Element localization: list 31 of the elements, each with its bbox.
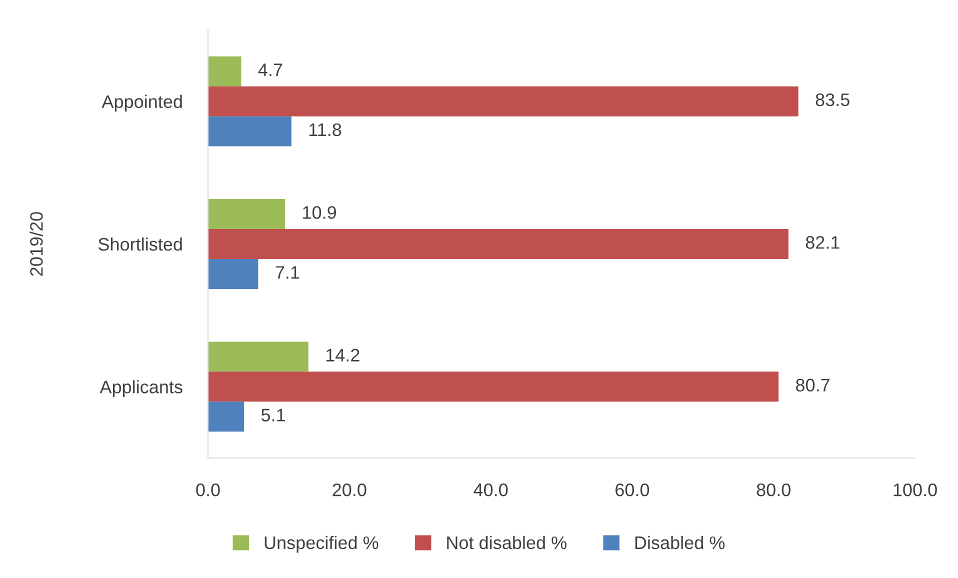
- bar: [208, 116, 292, 146]
- data-label: 5.1: [261, 408, 285, 422]
- data-label: 11.8: [309, 123, 342, 136]
- data-label: 14.2: [326, 348, 360, 362]
- legend-label: Unspecified %: [264, 536, 378, 553]
- data-label: 10.9: [303, 206, 336, 219]
- x-tick-label: 0.0: [196, 483, 220, 496]
- data-label: 7.1: [276, 266, 300, 279]
- x-tick-label: 40.0: [474, 483, 508, 496]
- bar: [208, 229, 788, 259]
- y-tick-label: Applicants: [100, 380, 182, 397]
- data-label: 80.7: [796, 378, 830, 392]
- data-label: 83.5: [816, 93, 850, 106]
- data-label: 4.7: [258, 64, 282, 76]
- bar: [208, 342, 308, 372]
- x-tick-label: 60.0: [616, 483, 650, 496]
- bar: [208, 258, 258, 289]
- x-tick-label: 80.0: [756, 483, 790, 496]
- legend-label: Not disabled %: [447, 536, 566, 550]
- y-axis-title: 2019/20: [30, 212, 43, 276]
- y-tick-label: Shortlisted: [98, 237, 182, 251]
- x-tick-label: 20.0: [332, 483, 366, 496]
- bar: [208, 199, 286, 230]
- y-tick-label: Appointed: [102, 94, 182, 112]
- bar: [208, 372, 779, 402]
- data-label: 82.1: [806, 236, 840, 249]
- x-tick-label: 100.0: [894, 483, 937, 496]
- legend-label: Disabled %: [635, 536, 725, 550]
- bar: [208, 86, 798, 116]
- bar: [208, 402, 244, 432]
- bar: [208, 56, 242, 86]
